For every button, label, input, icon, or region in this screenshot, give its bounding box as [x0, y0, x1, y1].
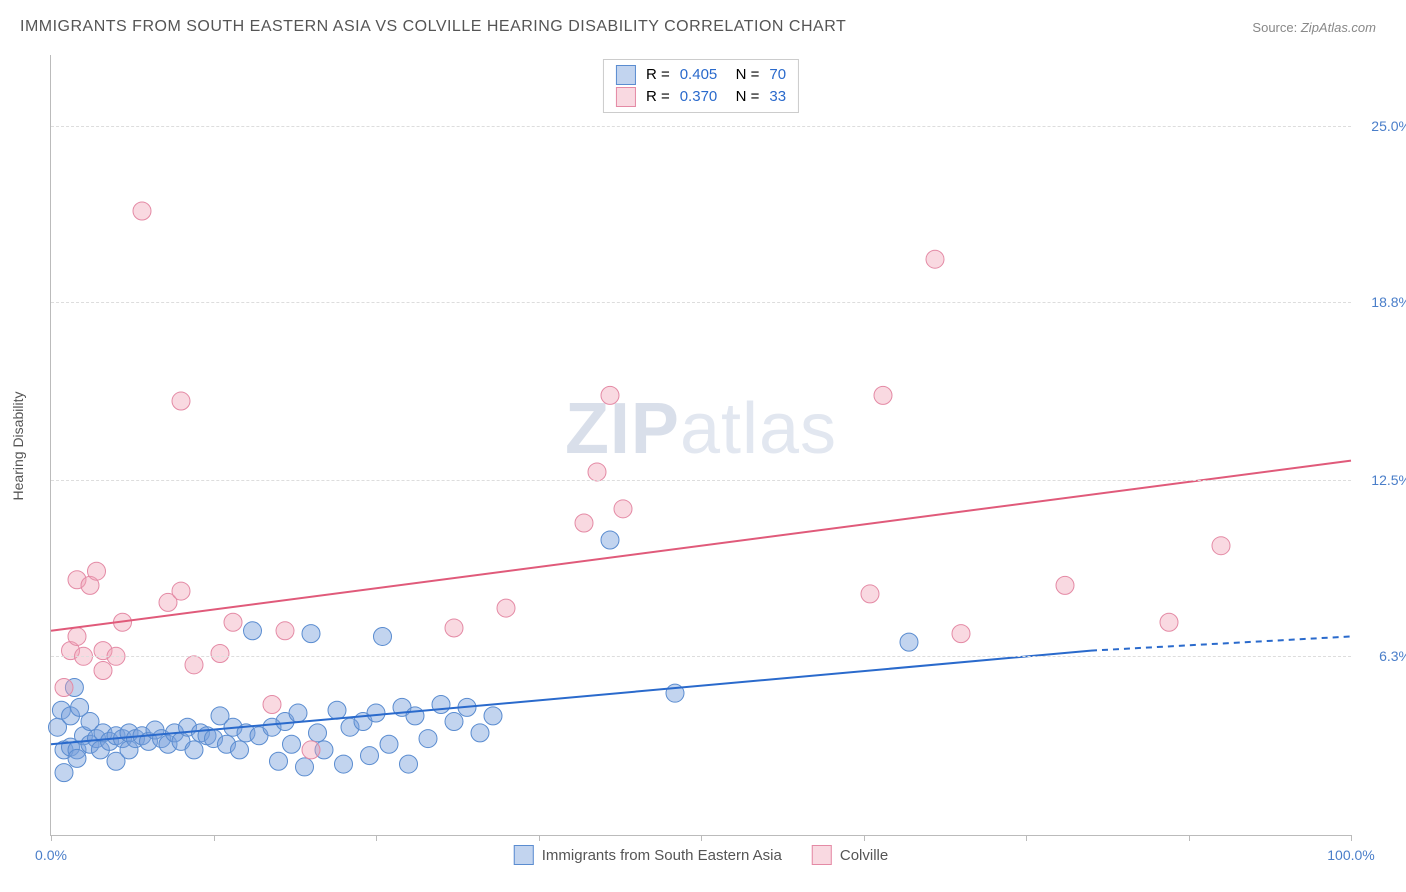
scatter-point-blue: [68, 749, 86, 767]
scatter-point-pink: [952, 625, 970, 643]
scatter-point-blue: [367, 704, 385, 722]
scatter-point-pink: [55, 679, 73, 697]
scatter-point-blue: [302, 625, 320, 643]
scatter-point-pink: [614, 500, 632, 518]
scatter-point-blue: [601, 531, 619, 549]
scatter-point-blue: [309, 724, 327, 742]
legend-series: Immigrants from South Eastern Asia Colvi…: [514, 845, 888, 865]
y-axis-label: Hearing Disability: [10, 392, 26, 501]
scatter-point-blue: [445, 713, 463, 731]
scatter-point-blue: [231, 741, 249, 759]
scatter-point-pink: [133, 202, 151, 220]
x-tick: [214, 835, 215, 841]
chart-title: IMMIGRANTS FROM SOUTH EASTERN ASIA VS CO…: [20, 18, 846, 36]
scatter-point-blue: [55, 764, 73, 782]
legend-item-pink: Colville: [812, 845, 888, 865]
scatter-svg: [51, 55, 1351, 835]
legend-item-blue: Immigrants from South Eastern Asia: [514, 845, 782, 865]
x-tick: [1026, 835, 1027, 841]
scatter-point-pink: [445, 619, 463, 637]
scatter-point-blue: [432, 696, 450, 714]
scatter-point-blue: [270, 752, 288, 770]
x-tick-label: 100.0%: [1327, 847, 1374, 863]
legend-label-blue: Immigrants from South Eastern Asia: [542, 847, 782, 864]
x-tick: [701, 835, 702, 841]
scatter-point-pink: [874, 386, 892, 404]
scatter-point-pink: [224, 613, 242, 631]
scatter-point-pink: [302, 741, 320, 759]
regression-line-blue: [51, 651, 1091, 745]
y-tick-label: 12.5%: [1356, 472, 1406, 488]
swatch-blue-icon: [514, 845, 534, 865]
source-value: ZipAtlas.com: [1301, 20, 1376, 35]
grid-line: [51, 656, 1351, 657]
scatter-point-pink: [861, 585, 879, 603]
scatter-point-blue: [406, 707, 424, 725]
grid-line: [51, 480, 1351, 481]
scatter-point-pink: [172, 582, 190, 600]
scatter-point-pink: [263, 696, 281, 714]
scatter-point-blue: [328, 701, 346, 719]
scatter-point-pink: [926, 250, 944, 268]
y-tick-label: 6.3%: [1356, 648, 1406, 664]
x-tick-label: 0.0%: [35, 847, 67, 863]
source-label: Source:: [1252, 20, 1297, 35]
scatter-point-blue: [185, 741, 203, 759]
regression-line-blue-dashed: [1091, 636, 1351, 650]
legend-label-pink: Colville: [840, 847, 888, 864]
y-tick-label: 18.8%: [1356, 294, 1406, 310]
scatter-point-pink: [601, 386, 619, 404]
scatter-point-pink: [185, 656, 203, 674]
scatter-point-pink: [1056, 576, 1074, 594]
scatter-point-pink: [1212, 537, 1230, 555]
scatter-point-blue: [244, 622, 262, 640]
scatter-point-pink: [68, 627, 86, 645]
scatter-point-blue: [471, 724, 489, 742]
plot-area: ZIPatlas R = 0.405 N = 70 R = 0.370 N = …: [50, 55, 1351, 836]
scatter-point-blue: [380, 735, 398, 753]
x-tick: [1189, 835, 1190, 841]
x-tick: [539, 835, 540, 841]
scatter-point-blue: [484, 707, 502, 725]
scatter-point-blue: [374, 627, 392, 645]
grid-line: [51, 126, 1351, 127]
scatter-point-blue: [419, 730, 437, 748]
scatter-point-pink: [497, 599, 515, 617]
regression-line-pink: [51, 461, 1351, 631]
y-tick-label: 25.0%: [1356, 118, 1406, 134]
scatter-point-blue: [335, 755, 353, 773]
scatter-point-blue: [283, 735, 301, 753]
scatter-point-pink: [575, 514, 593, 532]
grid-line: [51, 302, 1351, 303]
scatter-point-pink: [211, 644, 229, 662]
scatter-point-blue: [361, 747, 379, 765]
scatter-point-blue: [289, 704, 307, 722]
scatter-point-pink: [94, 661, 112, 679]
x-tick: [376, 835, 377, 841]
scatter-point-pink: [276, 622, 294, 640]
scatter-point-blue: [400, 755, 418, 773]
x-tick: [1351, 835, 1352, 841]
scatter-point-blue: [296, 758, 314, 776]
scatter-point-blue: [900, 633, 918, 651]
scatter-point-pink: [588, 463, 606, 481]
x-tick: [51, 835, 52, 841]
scatter-point-pink: [172, 392, 190, 410]
x-tick: [864, 835, 865, 841]
swatch-pink-icon: [812, 845, 832, 865]
source-attribution: Source: ZipAtlas.com: [1252, 20, 1376, 35]
scatter-point-pink: [1160, 613, 1178, 631]
scatter-point-pink: [88, 562, 106, 580]
